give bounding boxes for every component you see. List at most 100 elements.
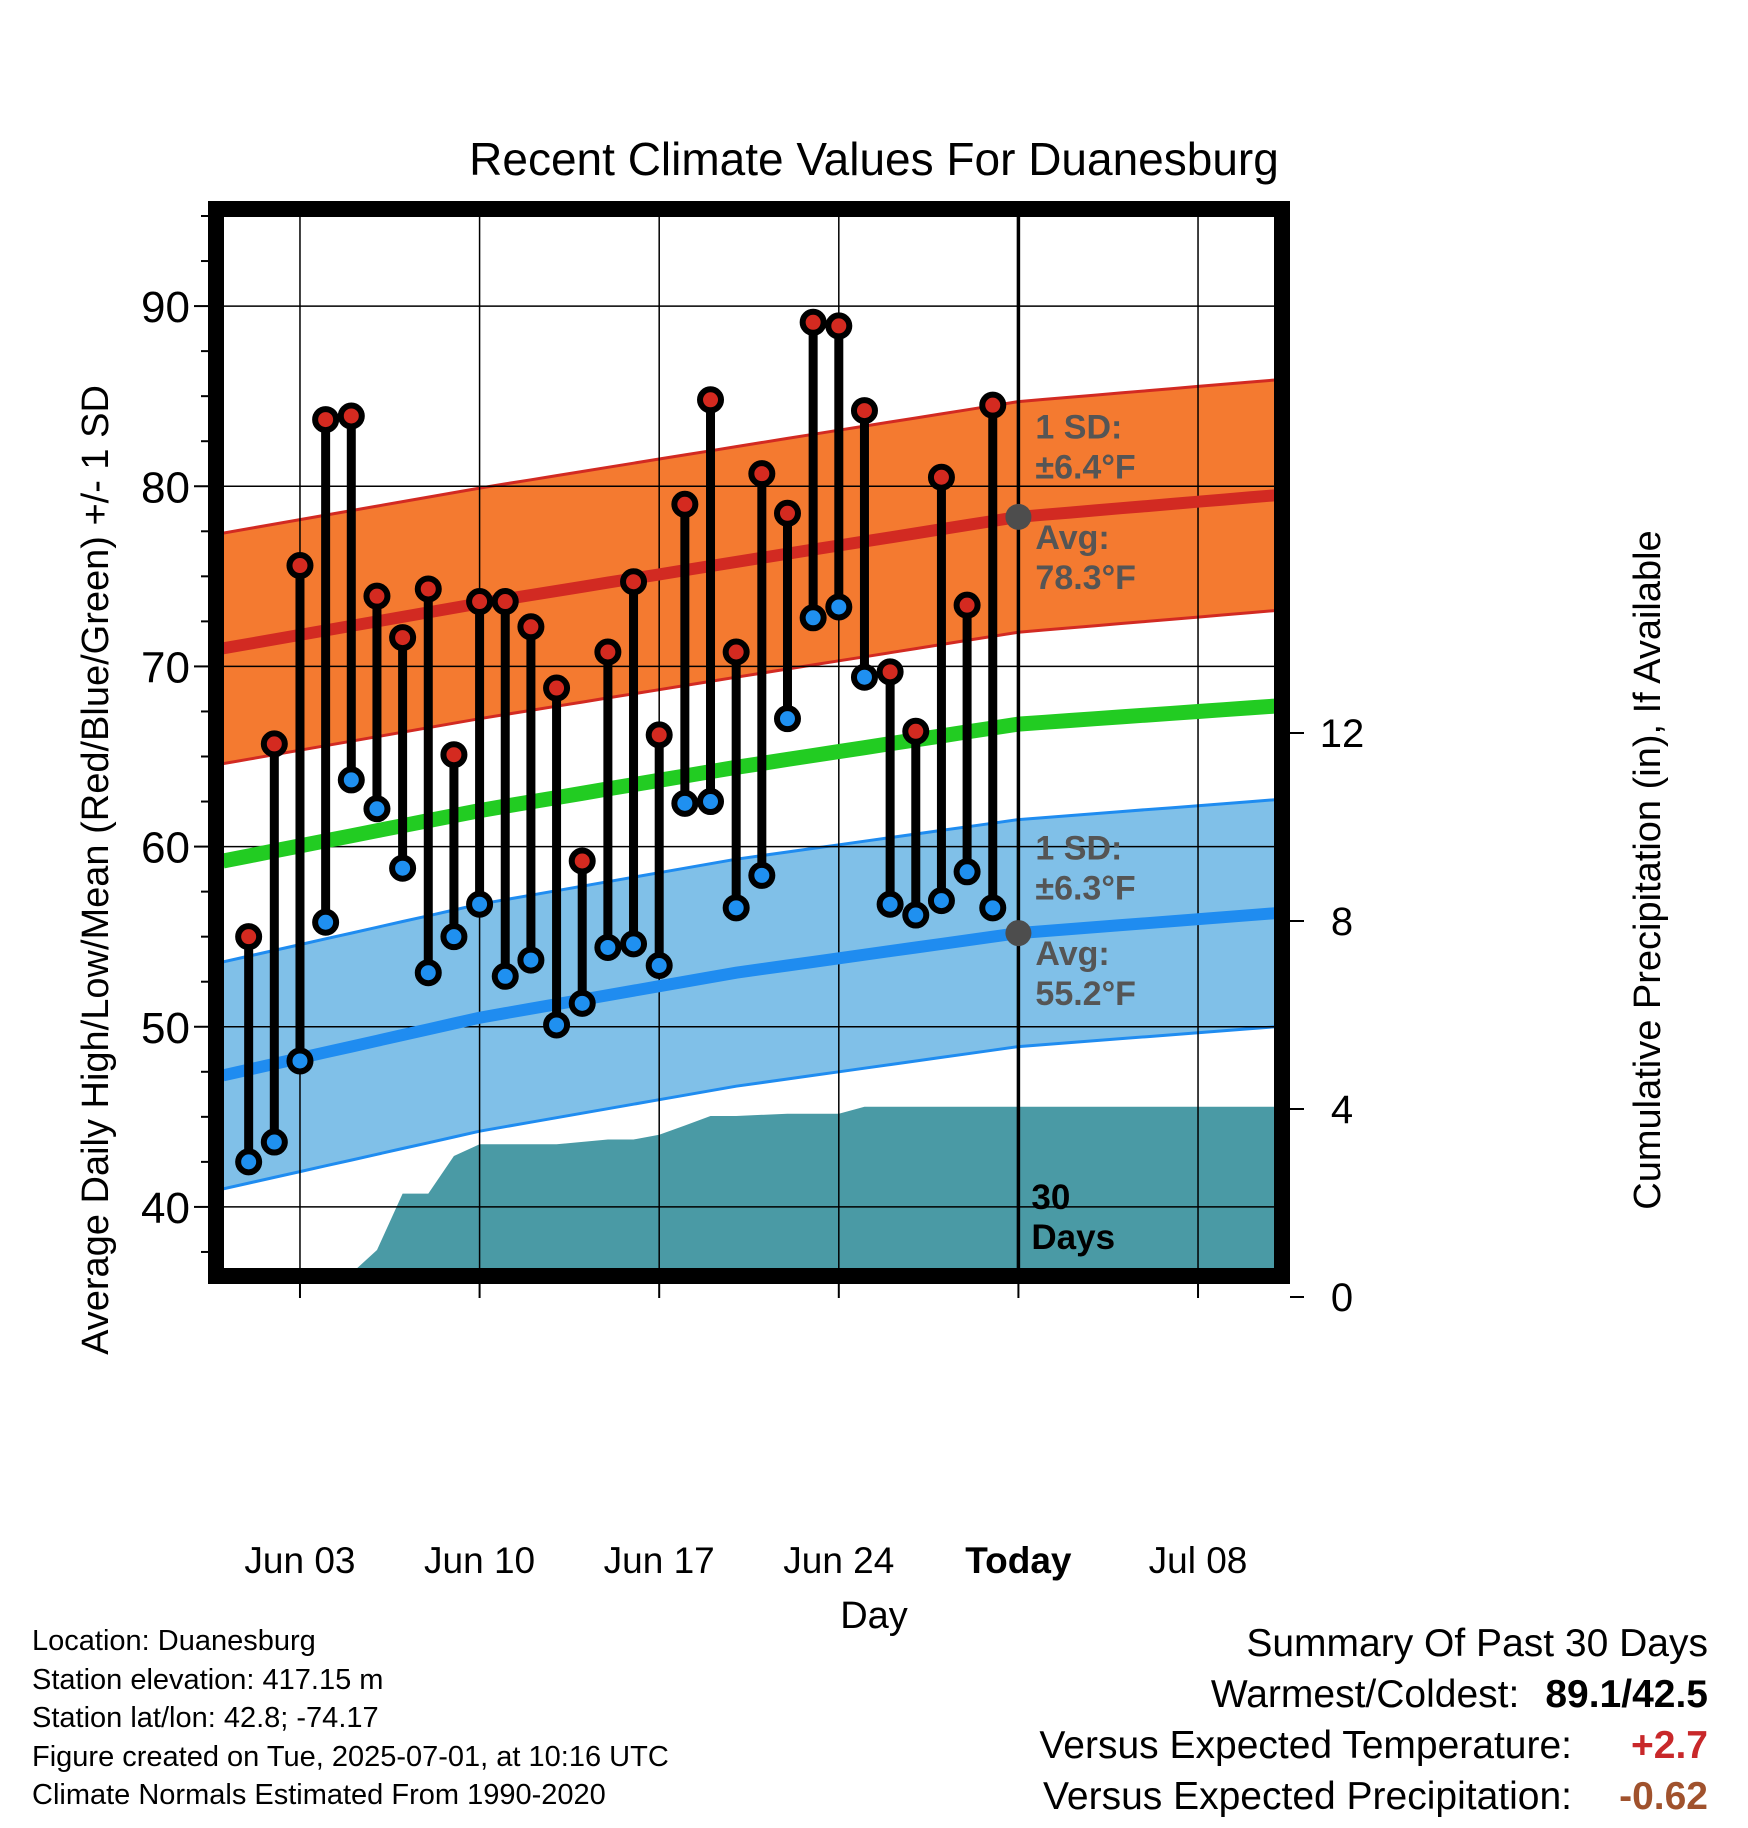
daily-low-point [440, 923, 468, 951]
daily-low-point [850, 663, 878, 691]
daily-high-point [902, 717, 930, 745]
y-tick-label: 40 [141, 1184, 190, 1233]
daily-low-point [773, 705, 801, 733]
temp-anomaly-value: +2.7 [1631, 1724, 1708, 1767]
daily-high-point [312, 406, 340, 434]
daily-high-point [440, 741, 468, 769]
low-sd-value: ±6.3°F [1035, 870, 1135, 908]
x-axis-label: Day [840, 1595, 908, 1637]
precip-anomaly-value: -0.62 [1619, 1775, 1708, 1818]
created-text: Figure created on Tue, 2025-07-01, at 10… [32, 1740, 669, 1773]
axes: 40 50 60 70 80 90 0 4 8 12 Jun 03 Jun 10 Jun 17 Jun 2… [75, 215, 1669, 1637]
x-tick-label: Today [965, 1540, 1072, 1581]
low-avg-value: 55.2°F [1035, 975, 1136, 1013]
daily-high-point [594, 638, 622, 666]
y2-tick-label: 8 [1331, 900, 1353, 944]
y2-axis-label: Cumulative Precipitation (in), If Availa… [1627, 530, 1669, 1209]
daily-low-point [979, 894, 1007, 922]
daily-low-point [491, 962, 519, 990]
daily-low-point [568, 989, 596, 1017]
daily-high-point [260, 730, 288, 758]
warmest-label: Warmest/Coldest: [1210, 1673, 1520, 1716]
precip-cumulative-area [223, 1106, 1275, 1269]
daily-high-point [748, 460, 776, 488]
daily-high-point [773, 499, 801, 527]
x-tick-label: Jun 10 [424, 1540, 535, 1581]
daily-high-point [953, 591, 981, 619]
daily-high-point [876, 658, 904, 686]
daily-low-point [902, 901, 930, 929]
station-info: Location: Duanesburg Station elevation: … [32, 1622, 669, 1815]
y-tick-label: 60 [141, 824, 190, 873]
daily-low-point [286, 1047, 314, 1075]
y2-tick-label: 12 [1320, 712, 1365, 756]
daily-high-point [414, 575, 442, 603]
daily-high-point [568, 847, 596, 875]
daily-high-point [543, 674, 571, 702]
daily-low-point [517, 946, 545, 974]
normal-low-line [223, 907, 1275, 1082]
y2-tick-label: 0 [1331, 1276, 1353, 1320]
daily-high-point [671, 490, 699, 518]
daily-high-point [466, 588, 494, 616]
high-sd-value: ±6.4°F [1035, 449, 1135, 487]
daily-low-point [414, 959, 442, 987]
daily-high-point [825, 312, 853, 340]
low-sd-label: 1 SD: [1035, 830, 1122, 868]
daily-high-point [850, 397, 878, 425]
daily-high-point [363, 582, 391, 610]
daily-high-point [722, 638, 750, 666]
daily-high-point [491, 588, 519, 616]
daily-low-point [671, 789, 699, 817]
days-label: Days [1031, 1218, 1115, 1257]
daily-low-point [953, 858, 981, 886]
y-tick-label: 50 [141, 1004, 190, 1053]
daily-high-point [286, 552, 314, 580]
summary-panel: Summary Of Past 30 Days Warmest/Coldest:… [1039, 1618, 1708, 1822]
x-tick-label: Jun 17 [604, 1540, 715, 1581]
chart-title: Recent Climate Values For Duanesburg [469, 133, 1279, 185]
daily-low-point [594, 933, 622, 961]
temp-anomaly-label: Versus Expected Temperature: [1039, 1724, 1572, 1767]
x-tick-label: Jun 24 [783, 1540, 894, 1581]
daily-high-point [697, 386, 725, 414]
daily-low-point [620, 930, 648, 958]
daily-low-point [927, 887, 955, 915]
y-tick-label: 80 [141, 463, 190, 512]
latlon-text: Station lat/lon: 42.8; -74.17 [32, 1702, 379, 1734]
daily-low-point [337, 766, 365, 794]
high-avg-value: 78.3°F [1035, 559, 1136, 597]
daily-high-point [979, 391, 1007, 419]
today-high-avg-dot [1005, 503, 1032, 530]
high-sd-band-fill [223, 380, 1275, 764]
high-avg-label: Avg: [1035, 519, 1109, 557]
daily-low-point [697, 788, 725, 816]
daily-low-point [363, 795, 391, 823]
plot-frame [208, 201, 1290, 1284]
warmest-value: 89.1/42.5 [1545, 1673, 1708, 1716]
x-tick-label: Jun 03 [244, 1540, 355, 1581]
daily-high-point [645, 721, 673, 749]
x-tick-label: Jul 08 [1149, 1540, 1248, 1581]
today-marker [1005, 216, 1032, 1269]
daily-high-point [389, 624, 417, 652]
daily-low-point [825, 593, 853, 621]
low-avg-label: Avg: [1035, 935, 1109, 973]
high-sd-band-upper-edge [223, 378, 1275, 535]
normals-text: Climate Normals Estimated From 1990-2020 [32, 1779, 606, 1811]
daily-low-point [722, 894, 750, 922]
plot-border [208, 201, 1290, 1284]
daily-low-point [748, 861, 776, 889]
normal-bands [223, 378, 1275, 1191]
low-sd-band-lower-edge [223, 1025, 1275, 1191]
days-count: 30 [1031, 1178, 1070, 1217]
y-tick-label: 70 [141, 643, 190, 692]
daily-data [235, 308, 1007, 1176]
daily-high-point [517, 613, 545, 641]
elevation-text: Station elevation: 417.15 m [32, 1663, 384, 1696]
summary-title: Summary Of Past 30 Days [1246, 1622, 1708, 1665]
y2-tick-label: 4 [1331, 1088, 1353, 1132]
low-sd-band-upper-edge [223, 798, 1275, 964]
